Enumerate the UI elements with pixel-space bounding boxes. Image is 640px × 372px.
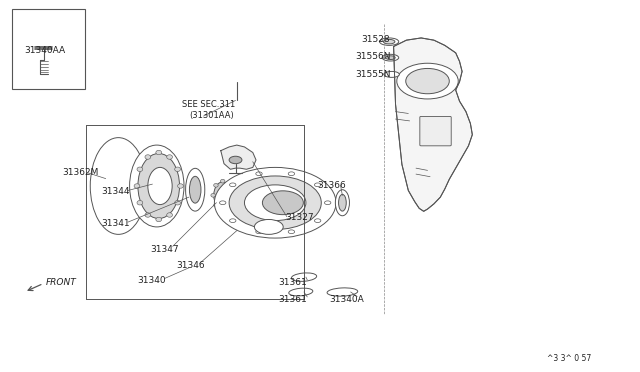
Text: ^3 3^ 0 57: ^3 3^ 0 57 xyxy=(547,355,591,363)
Text: 31528: 31528 xyxy=(362,35,390,44)
Ellipse shape xyxy=(218,187,228,203)
Ellipse shape xyxy=(211,193,215,197)
Circle shape xyxy=(214,167,336,238)
Ellipse shape xyxy=(220,208,225,211)
Ellipse shape xyxy=(178,184,184,188)
Ellipse shape xyxy=(175,201,180,205)
Ellipse shape xyxy=(380,38,399,45)
Ellipse shape xyxy=(167,155,173,159)
Ellipse shape xyxy=(214,183,218,187)
Text: 31341: 31341 xyxy=(101,219,130,228)
Ellipse shape xyxy=(289,288,313,296)
FancyBboxPatch shape xyxy=(420,116,451,146)
Circle shape xyxy=(229,156,242,164)
Ellipse shape xyxy=(214,203,218,207)
Ellipse shape xyxy=(186,168,205,211)
Ellipse shape xyxy=(137,201,143,205)
Text: SEE SEC.311: SEE SEC.311 xyxy=(182,100,236,109)
Ellipse shape xyxy=(335,190,349,216)
Ellipse shape xyxy=(382,54,399,61)
Circle shape xyxy=(256,172,262,176)
Circle shape xyxy=(230,183,236,187)
Circle shape xyxy=(288,230,294,234)
Circle shape xyxy=(220,201,226,205)
Circle shape xyxy=(262,191,303,215)
Ellipse shape xyxy=(227,203,232,207)
Text: (31301AA): (31301AA) xyxy=(189,111,234,120)
Ellipse shape xyxy=(145,213,150,217)
Text: 31346: 31346 xyxy=(176,262,205,270)
Circle shape xyxy=(397,63,458,99)
Ellipse shape xyxy=(385,56,396,60)
Circle shape xyxy=(324,201,331,205)
Ellipse shape xyxy=(137,167,143,171)
Ellipse shape xyxy=(339,194,346,211)
Circle shape xyxy=(244,185,306,221)
Text: FRONT: FRONT xyxy=(46,278,77,287)
Ellipse shape xyxy=(148,167,172,205)
Text: 31362M: 31362M xyxy=(63,169,99,177)
Ellipse shape xyxy=(130,145,184,227)
Circle shape xyxy=(229,176,321,230)
Text: 31340A: 31340A xyxy=(330,295,364,304)
Ellipse shape xyxy=(230,193,235,197)
Circle shape xyxy=(256,230,262,234)
Circle shape xyxy=(314,183,321,187)
Ellipse shape xyxy=(214,182,232,209)
Ellipse shape xyxy=(384,71,399,77)
Ellipse shape xyxy=(156,150,161,155)
Ellipse shape xyxy=(175,167,180,171)
Text: 31556N: 31556N xyxy=(355,52,390,61)
Text: 31347: 31347 xyxy=(150,245,179,254)
Ellipse shape xyxy=(167,213,173,217)
Ellipse shape xyxy=(145,155,151,159)
Ellipse shape xyxy=(227,183,232,187)
Ellipse shape xyxy=(90,138,147,234)
Ellipse shape xyxy=(189,176,201,203)
Ellipse shape xyxy=(255,219,283,234)
Text: 31361: 31361 xyxy=(278,295,307,304)
Ellipse shape xyxy=(138,153,179,219)
Text: 31366: 31366 xyxy=(317,182,346,190)
Ellipse shape xyxy=(327,288,358,296)
Ellipse shape xyxy=(156,217,161,222)
Text: 31327: 31327 xyxy=(285,213,314,222)
Ellipse shape xyxy=(134,184,140,188)
Polygon shape xyxy=(394,38,472,211)
Bar xyxy=(12,9,85,89)
Ellipse shape xyxy=(383,39,395,44)
Circle shape xyxy=(230,219,236,222)
Text: 31340: 31340 xyxy=(138,276,166,285)
Text: 31555N: 31555N xyxy=(355,70,390,79)
Circle shape xyxy=(406,68,449,94)
Text: 31340AA: 31340AA xyxy=(24,46,65,55)
Circle shape xyxy=(314,219,321,222)
Ellipse shape xyxy=(291,273,317,281)
Polygon shape xyxy=(221,145,256,169)
Circle shape xyxy=(288,172,294,176)
Text: 31344: 31344 xyxy=(101,187,130,196)
Ellipse shape xyxy=(220,179,225,183)
Text: 31361: 31361 xyxy=(278,278,307,287)
